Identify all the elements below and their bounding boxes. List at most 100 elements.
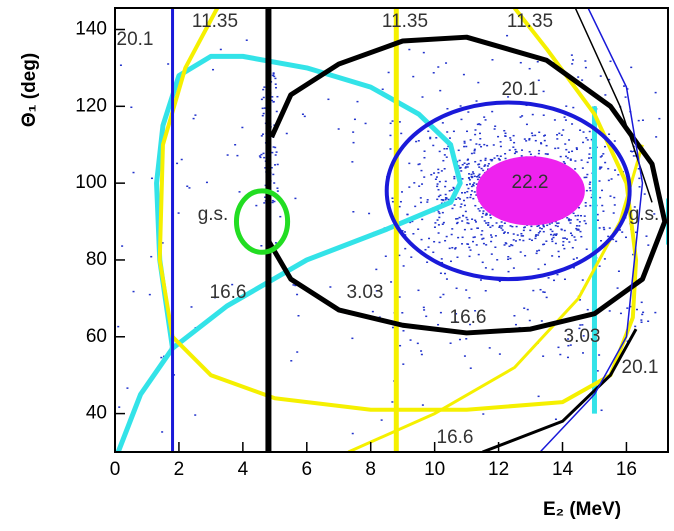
background-event [589, 189, 592, 192]
background-event [654, 311, 657, 314]
background-event [443, 168, 446, 170]
background-event [599, 75, 602, 77]
background-event [514, 323, 517, 326]
background-event [581, 324, 584, 326]
background-event [557, 147, 560, 149]
background-event [420, 353, 423, 356]
background-event [430, 173, 433, 176]
background-event [414, 205, 417, 208]
background-event [173, 374, 176, 376]
background-event [538, 131, 541, 134]
background-event [631, 150, 634, 153]
background-event [482, 169, 485, 172]
background-event [455, 313, 458, 315]
background-event [219, 48, 222, 51]
background-event [260, 98, 263, 101]
kinematic-ellipse [476, 156, 585, 226]
background-event [271, 199, 274, 202]
background-event [466, 196, 469, 199]
background-event [508, 149, 511, 151]
background-event [466, 218, 469, 221]
background-event [608, 310, 611, 312]
background-event [408, 48, 411, 51]
background-event [598, 227, 601, 229]
background-event [260, 153, 263, 156]
background-event [581, 279, 584, 281]
background-event [530, 239, 533, 242]
background-event [574, 160, 577, 162]
background-event [555, 234, 558, 236]
background-event [420, 238, 423, 241]
background-event [478, 210, 481, 212]
background-event [537, 268, 540, 270]
background-event [491, 224, 494, 227]
background-event [192, 117, 195, 120]
background-event [491, 268, 494, 271]
background-event [543, 134, 546, 137]
background-event [526, 308, 529, 311]
background-event [483, 143, 486, 146]
background-event [559, 353, 562, 356]
background-event [276, 187, 279, 189]
background-event [466, 163, 469, 166]
background-event [167, 63, 170, 65]
background-event [634, 231, 637, 234]
background-event [274, 146, 277, 149]
background-event [615, 240, 618, 243]
background-event [408, 186, 411, 188]
background-event [418, 185, 421, 187]
background-event [578, 225, 581, 227]
background-event [522, 229, 525, 232]
background-event [474, 310, 477, 312]
background-event [520, 155, 523, 157]
background-event [481, 216, 484, 218]
background-event [543, 291, 546, 294]
background-event [563, 247, 566, 250]
background-event [493, 128, 496, 130]
background-event [600, 166, 603, 168]
background-event [497, 157, 500, 160]
background-event [455, 321, 458, 323]
background-event [463, 162, 466, 164]
background-event [451, 207, 454, 210]
background-event [356, 100, 359, 103]
background-event [474, 129, 477, 131]
background-event [480, 145, 483, 148]
background-event [401, 312, 404, 314]
background-event [596, 370, 599, 372]
background-event [512, 146, 515, 148]
background-event [536, 250, 539, 252]
background-event [580, 159, 583, 161]
kinematic-curve [347, 144, 644, 452]
background-event [575, 225, 578, 227]
background-event [212, 68, 215, 71]
background-event [565, 329, 568, 332]
background-event [461, 236, 464, 239]
curve-label: 16.6 [450, 307, 487, 328]
background-event [475, 143, 478, 145]
background-event [473, 149, 476, 152]
background-event [436, 185, 439, 188]
background-event [490, 253, 493, 255]
background-event [409, 339, 412, 341]
background-event [176, 162, 179, 165]
background-event [560, 228, 563, 231]
background-event [608, 78, 611, 81]
background-event [487, 224, 490, 226]
background-event [352, 141, 355, 144]
background-event [602, 210, 605, 212]
background-event [600, 239, 603, 242]
background-event [551, 230, 554, 233]
background-event [584, 66, 587, 69]
background-event [274, 242, 277, 244]
background-event [491, 110, 494, 113]
background-event [481, 261, 484, 264]
background-event [180, 158, 183, 161]
background-event [572, 106, 575, 109]
background-event [438, 180, 441, 183]
background-event [549, 233, 552, 236]
background-event [417, 228, 420, 230]
background-event [437, 224, 440, 226]
background-event [463, 140, 466, 143]
background-event [262, 96, 265, 99]
